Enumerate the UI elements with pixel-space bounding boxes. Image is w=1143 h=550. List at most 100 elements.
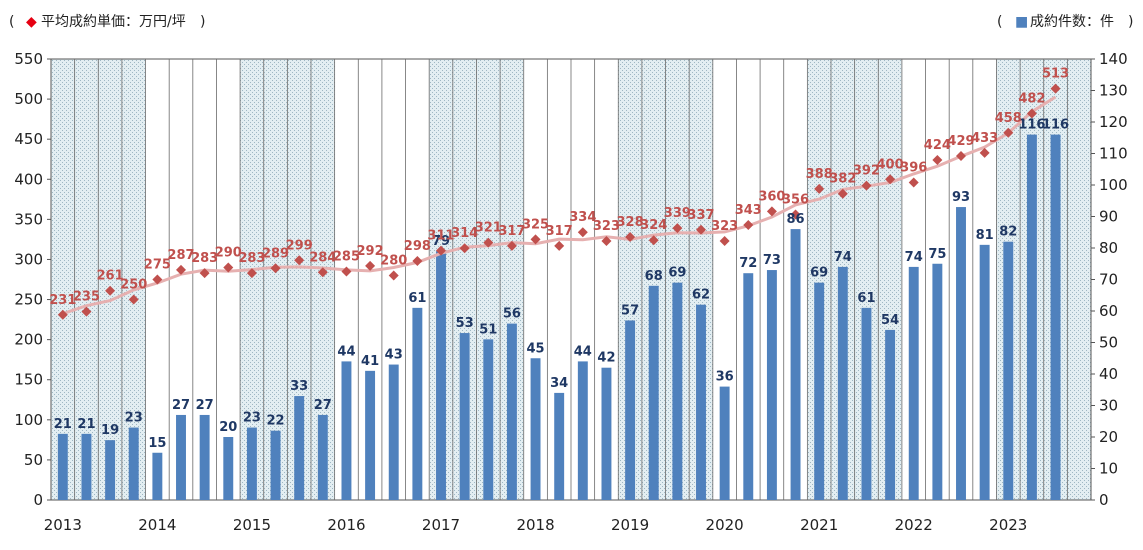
price-point — [577, 227, 588, 238]
count-label: 33 — [290, 379, 308, 394]
legend-left-open: ( — [9, 14, 14, 30]
count-bar — [152, 452, 163, 500]
price-label: 396 — [900, 160, 927, 175]
count-bar — [908, 266, 919, 500]
price-point — [554, 240, 565, 251]
right-tick-label: 50 — [1099, 334, 1118, 352]
right-tick-label: 20 — [1099, 428, 1118, 446]
right-tick-label: 80 — [1099, 239, 1118, 257]
count-bar — [766, 270, 777, 500]
price-point — [365, 260, 376, 271]
price-point — [790, 209, 801, 220]
count-label: 42 — [597, 351, 615, 366]
price-point — [128, 294, 139, 305]
count-label: 74 — [905, 250, 923, 265]
count-bar — [57, 433, 68, 500]
count-label: 57 — [621, 303, 639, 318]
grid — [50, 58, 1092, 501]
right-tick-label: 70 — [1099, 271, 1118, 289]
price-label: 285 — [333, 249, 360, 264]
count-bar — [1026, 134, 1037, 500]
count-label: 20 — [219, 420, 237, 435]
price-trend — [62, 95, 1057, 316]
price-point — [483, 237, 494, 248]
count-bar — [506, 323, 517, 500]
count-bar — [601, 367, 612, 500]
count-bar — [436, 251, 446, 500]
price-point — [436, 245, 446, 256]
count-bar — [199, 414, 210, 500]
legend-count-marker: ■ — [1015, 14, 1028, 30]
price-label: 337 — [687, 208, 714, 223]
legend-price-label: 平均成約単価：万円/坪 — [41, 14, 186, 30]
count-bar — [317, 414, 328, 500]
price-point — [932, 155, 943, 166]
price-point — [412, 256, 423, 267]
price-label: 280 — [380, 253, 407, 268]
count-bar — [341, 361, 352, 500]
count-label: 73 — [763, 253, 781, 268]
count-bar — [837, 266, 848, 500]
count-bar — [885, 329, 896, 500]
price-label: 298 — [404, 239, 431, 254]
price-labels: 2312352612502752872832902832892992842852… — [49, 67, 1069, 308]
count-bar — [1050, 134, 1061, 500]
left-tick-label: 450 — [14, 130, 43, 148]
legend-right-open: ( — [997, 14, 1002, 30]
right-tick-label: 40 — [1099, 365, 1118, 383]
price-label: 513 — [1042, 67, 1069, 82]
legend: ( ◆ 平均成約単価：万円/坪 ) ( ■ 成約件数：件 ) — [9, 14, 1133, 30]
price-point — [861, 180, 872, 191]
year-label: 2023 — [989, 516, 1027, 534]
price-label: 261 — [97, 269, 124, 284]
price-label: 458 — [995, 111, 1022, 126]
count-label: 68 — [645, 269, 663, 284]
price-point — [837, 188, 848, 199]
year-label: 2019 — [611, 516, 649, 534]
price-label: 323 — [711, 219, 738, 234]
axes: 0 50 100 150 200 250 300 350 400 450 500 550 0 10 20 30… — [14, 50, 1127, 534]
price-point — [152, 274, 163, 285]
price-point — [57, 309, 68, 320]
price-point — [176, 264, 186, 275]
right-tick-label: 90 — [1099, 208, 1118, 226]
price-point — [719, 236, 730, 247]
count-label: 23 — [243, 411, 261, 426]
count-bar — [577, 361, 588, 500]
right-tick-label: 110 — [1099, 145, 1128, 163]
right-tick-label: 120 — [1099, 113, 1128, 131]
count-label: 81 — [976, 228, 994, 243]
year-label: 2021 — [800, 516, 838, 534]
price-label: 275 — [144, 258, 171, 273]
count-label: 45 — [526, 341, 544, 356]
count-bar — [388, 364, 399, 500]
year-label: 2015 — [233, 516, 271, 534]
right-tick-label: 140 — [1099, 50, 1128, 68]
count-label: 51 — [479, 322, 497, 337]
left-tick-label: 250 — [14, 291, 43, 309]
right-tick-label: 30 — [1099, 397, 1118, 415]
price-label: 321 — [475, 221, 502, 236]
price-label: 299 — [286, 238, 313, 253]
price-point — [696, 224, 706, 235]
price-point — [341, 266, 352, 277]
year-label: 2022 — [895, 516, 933, 534]
count-label: 75 — [928, 247, 946, 262]
count-label: 74 — [834, 250, 852, 265]
price-label: 317 — [546, 224, 573, 239]
price-label: 324 — [640, 218, 667, 233]
price-label: 356 — [782, 193, 809, 208]
price-point — [223, 262, 234, 273]
year-label: 2020 — [706, 516, 744, 534]
count-bar — [956, 207, 966, 501]
price-points — [57, 83, 1061, 320]
count-bar — [412, 307, 423, 500]
count-label: 27 — [314, 398, 332, 413]
count-bar — [105, 440, 116, 500]
legend-right-close: ) — [1128, 14, 1133, 30]
count-label: 22 — [266, 414, 284, 429]
left-tick-label: 50 — [24, 451, 43, 469]
count-bar — [459, 333, 470, 500]
price-point — [530, 234, 541, 245]
count-bars — [57, 134, 1061, 501]
